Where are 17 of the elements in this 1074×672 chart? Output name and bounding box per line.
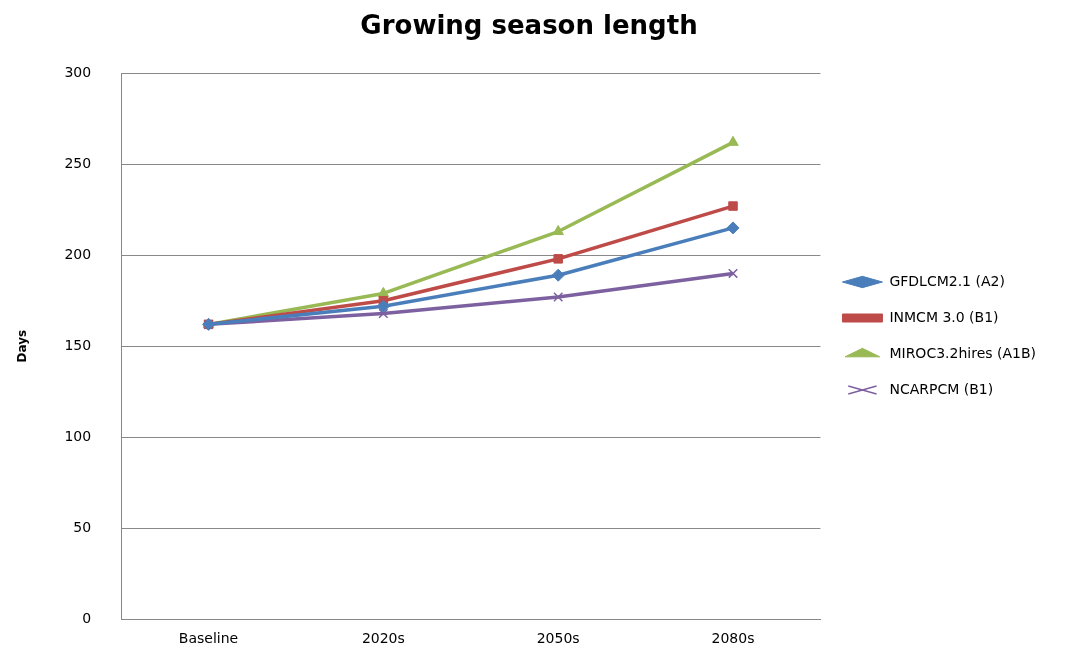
legend-label: MIROC3.2hires (A1B) bbox=[889, 344, 1036, 361]
legend-label: GFDLCM2.1 (A2) bbox=[889, 272, 1005, 289]
y-tick-label: 200 bbox=[64, 245, 92, 262]
y-tick-label: 100 bbox=[64, 427, 92, 444]
legend-label: INMCM 3.0 (B1) bbox=[889, 308, 999, 325]
x-tick-label: Baseline bbox=[178, 630, 239, 647]
x-tick-label: 2020s bbox=[361, 630, 405, 647]
y-tick-label: 150 bbox=[64, 336, 92, 353]
legend-label: NCARPCM (B1) bbox=[889, 380, 994, 397]
y-tick-label: 0 bbox=[82, 609, 92, 626]
y-axis-title: Days bbox=[15, 329, 30, 363]
x-tick-label: 2080s bbox=[711, 630, 755, 647]
y-tick-label: 50 bbox=[73, 518, 92, 535]
y-tick-label: 250 bbox=[64, 154, 92, 171]
chart-title: Growing season length bbox=[360, 10, 698, 41]
y-tick-label: 300 bbox=[64, 63, 92, 80]
x-tick-label: 2050s bbox=[536, 630, 580, 647]
